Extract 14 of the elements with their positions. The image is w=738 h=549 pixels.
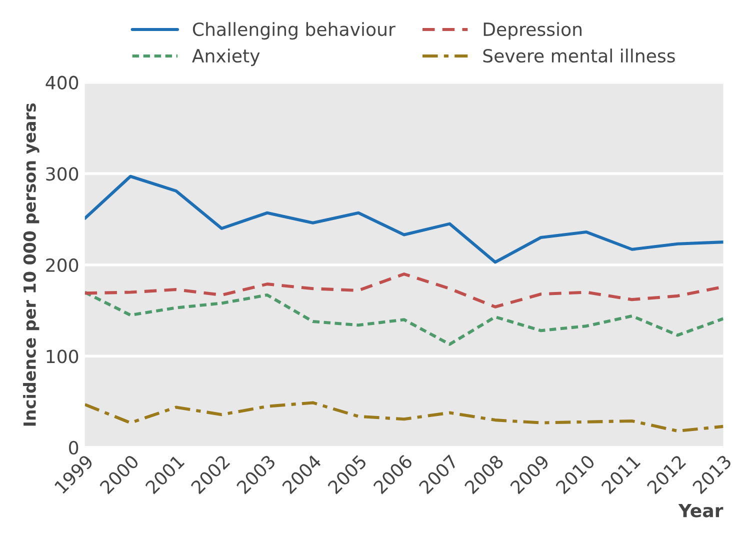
line-series [84,401,724,433]
line-series [84,174,724,264]
legend-label: Anxiety [192,48,260,66]
y-axis-title: Incidence per 10 000 person years [23,103,40,426]
y-tick-label: 200 [46,258,78,272]
x-axis-title: Year [678,504,724,518]
line-series [84,290,724,346]
legend-label: Depression [484,22,582,40]
y-tick-label: 400 [46,76,78,90]
y-tick-label: 0 [69,440,78,455]
legend-label: Severe mental illness [483,48,675,63]
y-tick-label: 300 [46,167,78,181]
y-tick-label: 100 [46,350,78,364]
legend-label: Challenging behaviour [192,22,396,40]
